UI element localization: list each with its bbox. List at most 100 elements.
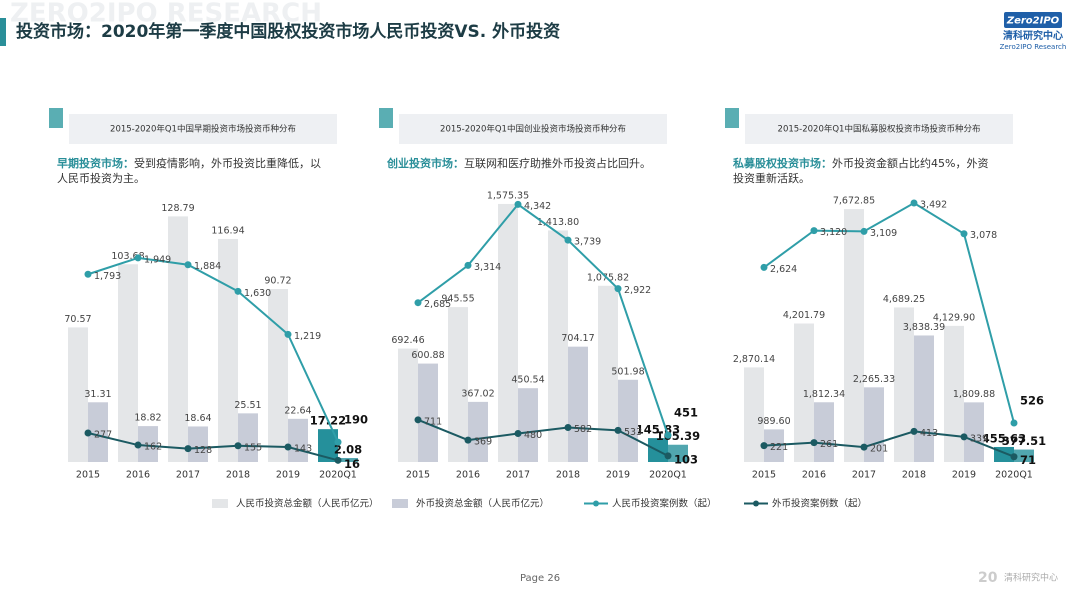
line-value-label: 201 xyxy=(870,444,888,455)
bar xyxy=(814,402,834,462)
line-value-label: 1,884 xyxy=(194,261,221,272)
logo-sub: Zero2IPO Research xyxy=(1000,43,1067,51)
bar xyxy=(288,418,308,462)
bar-value-label: 2.08 xyxy=(334,443,362,457)
line-point xyxy=(414,416,422,424)
x-tick-label: 2015 xyxy=(406,470,430,481)
legend-dot xyxy=(593,500,599,507)
x-tick-label: 2018 xyxy=(556,470,580,481)
line-point xyxy=(760,263,768,271)
panel-title: 2015-2020年Q1中国早期投资市场投资币种分布 xyxy=(110,124,296,135)
bar-value-label: 704.17 xyxy=(561,333,594,344)
line-point xyxy=(414,299,422,307)
line-value-label: 413 xyxy=(920,428,938,439)
legend-dot xyxy=(753,500,759,507)
logo-brand: Zero2IPO xyxy=(1006,16,1060,27)
note-text-wrap: 投资重新活跃。 xyxy=(733,171,810,185)
line-value-label: 582 xyxy=(574,424,592,435)
line-point xyxy=(84,270,92,278)
x-tick-label: 2020Q1 xyxy=(319,470,357,481)
footer-logo-text: 清科研究中心 xyxy=(1004,572,1058,584)
line-value-label: 2,624 xyxy=(770,264,797,275)
panel-title-box xyxy=(399,114,667,144)
bar-value-label: 128.79 xyxy=(161,203,194,214)
panel-marker xyxy=(725,108,739,128)
line-point xyxy=(464,261,472,269)
line-point xyxy=(960,433,968,441)
line-point xyxy=(334,456,342,464)
legend-label: 外币投资案例数（起） xyxy=(772,498,867,510)
line xyxy=(417,203,669,436)
bar xyxy=(238,413,258,462)
bar-value-label: 450.54 xyxy=(511,375,544,386)
line-point xyxy=(284,443,292,451)
note-lead: 私募股权投资市场： xyxy=(733,156,832,170)
line xyxy=(763,430,1015,458)
line-point xyxy=(184,261,192,269)
bar-value-label: 105.39 xyxy=(656,429,700,443)
line-point xyxy=(960,230,968,238)
bar-value-label: 70.57 xyxy=(64,314,91,325)
line xyxy=(87,432,339,462)
note-text-wrap: 人民币投资为主。 xyxy=(57,171,145,185)
bar xyxy=(398,348,418,462)
line-value-label: 103 xyxy=(674,452,698,466)
bar xyxy=(118,264,138,462)
x-tick-label: 2017 xyxy=(506,470,530,481)
bar-value-label: 31.31 xyxy=(84,389,111,400)
bar xyxy=(498,203,518,462)
bar-value-label: 3,838.39 xyxy=(903,322,945,333)
line-point xyxy=(234,287,242,295)
bar xyxy=(844,209,864,462)
panel-note: 早期投资市场：受到疫情影响，外币投资比重降低，以人民币投资为主。 xyxy=(57,156,321,185)
line-point xyxy=(860,443,868,451)
bar xyxy=(548,230,568,462)
bar xyxy=(138,426,158,462)
bar-value-label: 25.51 xyxy=(234,400,261,411)
page-number: Page 26 xyxy=(520,573,560,584)
panel-marker xyxy=(49,108,63,128)
line-value-label: 128 xyxy=(194,445,212,456)
line-value-label: 2,922 xyxy=(624,285,651,296)
bar-value-label: 1,809.88 xyxy=(953,389,995,400)
line-point xyxy=(810,227,818,235)
line-point xyxy=(614,426,622,434)
line-point xyxy=(464,436,472,444)
line-point xyxy=(84,429,92,437)
bar xyxy=(894,307,914,462)
bar-value-label: 600.88 xyxy=(411,350,444,361)
panel-note: 私募股权投资市场：外币投资金额占比约45%，外资投资重新活跃。 xyxy=(733,156,988,185)
bar-value-label: 2,265.33 xyxy=(853,374,895,385)
note-lead: 早期投资市场： xyxy=(57,156,134,170)
line-value-label: 1,630 xyxy=(244,288,271,299)
bar xyxy=(568,346,588,462)
line-value-label: 339 xyxy=(970,433,988,444)
line-point xyxy=(664,431,672,439)
line-value-label: 3,078 xyxy=(970,230,997,241)
charts: 2015-2020年Q1中国早期投资市场投资币种分布早期投资市场：受到疫情影响，… xyxy=(49,108,1046,481)
panel-note: 创业投资市场：互联网和医疗助推外币投资占比回升。 xyxy=(386,156,651,170)
line-point xyxy=(184,445,192,453)
x-tick-label: 2016 xyxy=(802,470,826,481)
bar xyxy=(1014,449,1034,462)
line-value-label: 261 xyxy=(820,439,838,450)
bar-value-label: 1,413.80 xyxy=(537,217,579,228)
bar-value-label: 4,201.79 xyxy=(783,310,825,321)
line-point xyxy=(1010,453,1018,461)
line-value-label: 143 xyxy=(294,444,312,455)
x-tick-label: 2015 xyxy=(76,470,100,481)
line-point xyxy=(860,227,868,235)
note-lead: 创业投资市场： xyxy=(386,156,464,170)
bar-value-label: 377.51 xyxy=(1002,434,1046,448)
line-value-label: 1,793 xyxy=(94,271,121,282)
line-point xyxy=(284,330,292,338)
page-title: 投资市场：2020年第一季度中国股权投资市场人民币投资VS. 外币投资 xyxy=(16,21,560,42)
bar-value-label: 501.98 xyxy=(611,366,644,377)
line-point xyxy=(760,442,768,450)
line-point xyxy=(664,452,672,460)
bar xyxy=(318,429,338,462)
line-point xyxy=(514,200,522,208)
bar-value-label: 103.68 xyxy=(111,251,144,262)
line-value-label: 1,949 xyxy=(144,254,171,265)
